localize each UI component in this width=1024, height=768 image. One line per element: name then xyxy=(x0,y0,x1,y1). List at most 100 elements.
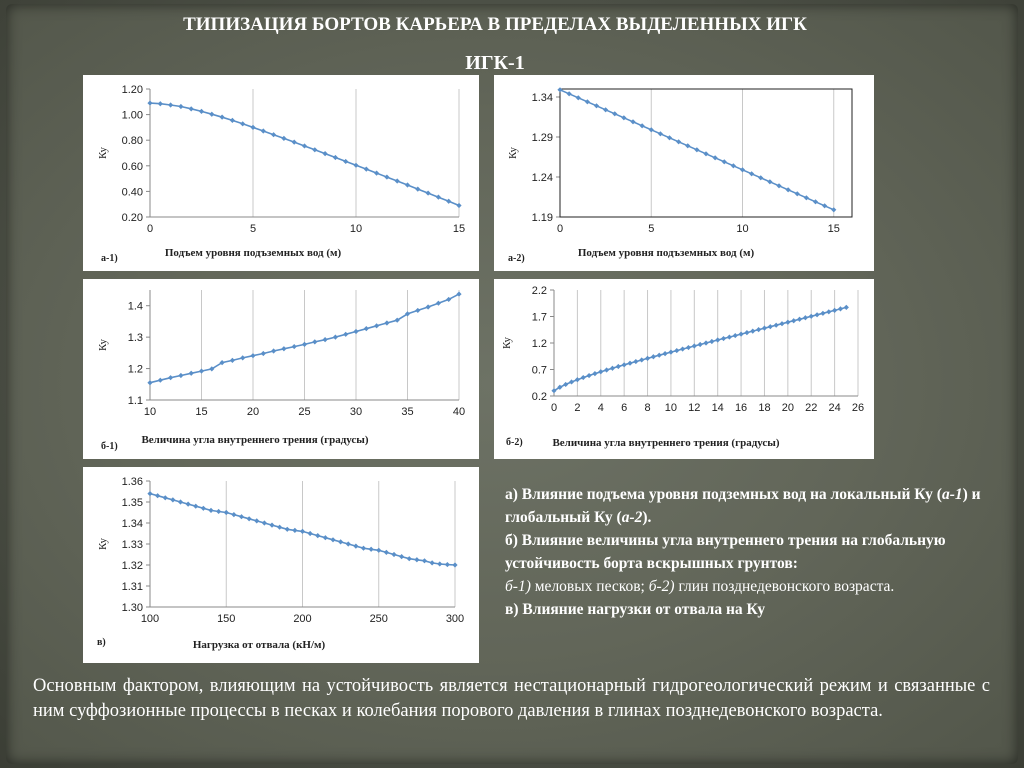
data-point xyxy=(452,562,458,568)
data-point xyxy=(315,533,321,539)
x-tick-label: 20 xyxy=(247,406,259,418)
x-tick-label: 5 xyxy=(648,223,654,235)
x-tick-label: 18 xyxy=(758,402,770,414)
data-point xyxy=(557,384,563,390)
data-point xyxy=(822,203,828,209)
panel-label: б-2) xyxy=(506,437,523,448)
data-point xyxy=(676,139,682,145)
data-point xyxy=(322,535,328,541)
data-point xyxy=(284,526,290,532)
data-point xyxy=(831,207,837,213)
data-point xyxy=(198,108,205,114)
data-point xyxy=(391,551,397,558)
data-point xyxy=(322,337,328,343)
y-tick-label: 1.24 xyxy=(532,172,553,184)
data-point xyxy=(254,518,260,524)
description-a-mid: ) и глобальный Ку ( xyxy=(505,486,981,526)
data-point xyxy=(568,379,575,385)
data-point xyxy=(208,507,214,513)
data-point xyxy=(312,339,318,345)
data-point xyxy=(168,375,174,381)
chart-b2-svg: 0 2 4 6 8 10 12 14 16 18 20 22 24 260.20.71.21.72.2Ку… xyxy=(501,285,864,449)
data-point xyxy=(721,159,727,165)
data-point xyxy=(345,541,351,547)
description-b2-ref: б-2) xyxy=(648,578,675,595)
x-axis-label: Величина угла внутреннего трения (градус… xyxy=(552,437,779,449)
data-point xyxy=(657,131,663,137)
data-point xyxy=(332,334,338,340)
data-point xyxy=(277,524,283,530)
data-point xyxy=(674,347,680,354)
data-point xyxy=(271,348,277,354)
x-tick-label: 100 xyxy=(141,613,159,625)
data-point xyxy=(812,199,819,205)
y-tick-label: 2.2 xyxy=(532,285,547,297)
data-point xyxy=(662,351,668,357)
y-axis-label: Ку xyxy=(501,336,513,349)
chart-a1: 0 5 10 15 0.20 0.40 0.60 0.80 1.00 1.20 Ку Подъем у… xyxy=(83,75,479,271)
data-point xyxy=(384,174,390,180)
y-tick-label: 0.2 xyxy=(532,391,547,403)
y-tick-label: 1.30 xyxy=(122,602,143,614)
y-tick-label: 0.20 xyxy=(122,212,143,224)
data-point xyxy=(307,530,313,537)
data-point xyxy=(803,195,809,201)
data-point xyxy=(566,91,572,97)
data-point xyxy=(756,327,762,333)
data-point xyxy=(435,300,441,306)
description-block: а) Влияние подъема уровня подземных вод … xyxy=(505,483,997,621)
panel-label: а-2) xyxy=(508,253,525,264)
data-point xyxy=(739,167,746,173)
data-point xyxy=(557,87,563,93)
data-point xyxy=(612,111,618,117)
data-point xyxy=(406,556,412,562)
data-point xyxy=(353,162,359,168)
data-point xyxy=(229,357,235,363)
y-tick-label: 1.31 xyxy=(122,581,143,593)
y-tick-label: 1.7 xyxy=(532,312,547,324)
data-point xyxy=(666,135,673,141)
y-tick-label: 1.36 xyxy=(122,476,143,488)
y-tick-label: 1.19 xyxy=(532,212,553,224)
y-axis-label: Ку xyxy=(97,146,109,159)
data-point xyxy=(425,304,431,310)
data-point xyxy=(648,127,654,133)
plot-frame xyxy=(559,88,853,218)
data-point xyxy=(425,190,431,196)
y-tick-label: 0.7 xyxy=(532,365,547,377)
x-tick-label: 14 xyxy=(712,402,724,414)
y-tick-label: 1.34 xyxy=(532,92,553,104)
data-point xyxy=(250,124,256,130)
data-point xyxy=(796,316,803,322)
x-tick-label: 35 xyxy=(401,406,413,418)
data-point xyxy=(260,128,266,134)
data-point xyxy=(177,499,184,505)
x-tick-label: 24 xyxy=(828,402,840,414)
y-axis-label: Ку xyxy=(97,338,109,351)
data-point xyxy=(292,527,298,533)
data-point xyxy=(330,537,336,543)
data-point xyxy=(732,332,738,339)
data-point xyxy=(730,163,736,169)
data-point xyxy=(374,170,380,176)
data-point xyxy=(363,166,369,172)
data-point xyxy=(421,558,428,564)
x-tick-label: 10 xyxy=(144,406,156,418)
data-point xyxy=(621,362,627,368)
data-point xyxy=(773,322,779,328)
data-point xyxy=(229,117,235,123)
data-point xyxy=(281,346,287,352)
data-point xyxy=(332,154,338,161)
x-tick-label: 10 xyxy=(350,223,362,235)
data-point xyxy=(291,139,297,145)
y-tick-label: 1.33 xyxy=(122,539,143,551)
description-a: а) Влияние подъема уровня подземных вод … xyxy=(505,483,997,529)
data-point xyxy=(216,508,222,515)
x-tick-label: 5 xyxy=(250,223,256,235)
data-point xyxy=(162,495,168,501)
x-axis-label: Нагрузка от отвала (кН/м) xyxy=(193,639,326,651)
data-point xyxy=(697,341,703,348)
x-tick-label: 40 xyxy=(453,406,465,418)
data-point xyxy=(779,321,785,327)
data-point xyxy=(394,178,400,184)
